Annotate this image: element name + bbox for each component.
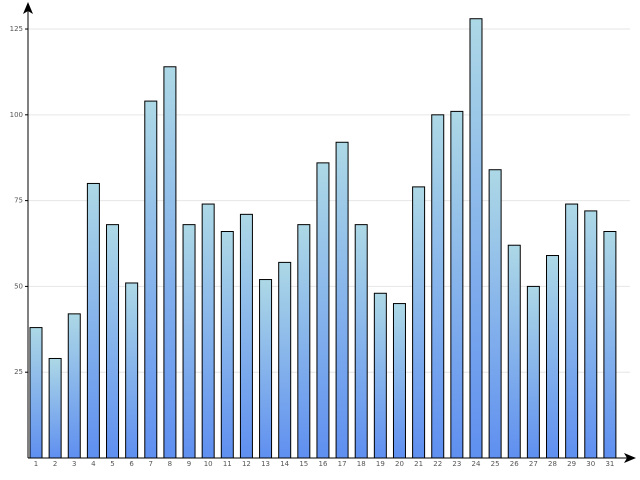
bar bbox=[239, 213, 253, 459]
bar bbox=[373, 292, 387, 459]
bar bbox=[488, 169, 502, 459]
x-tick-label: 11 bbox=[223, 460, 232, 468]
bar bbox=[412, 186, 426, 459]
y-tick-label: 25 bbox=[14, 368, 23, 376]
x-axis-arrow bbox=[624, 453, 636, 463]
bar bbox=[163, 66, 177, 459]
y-axis-arrow bbox=[23, 2, 33, 14]
bar bbox=[546, 255, 560, 459]
bar bbox=[144, 100, 158, 459]
x-tick-label: 15 bbox=[299, 460, 308, 468]
y-tick-label: 50 bbox=[14, 282, 23, 290]
bar bbox=[392, 303, 406, 459]
x-tick-label: 26 bbox=[510, 460, 519, 468]
x-tick-label: 19 bbox=[376, 460, 385, 468]
bar bbox=[450, 110, 464, 459]
x-tick-label: 16 bbox=[318, 460, 327, 468]
bar bbox=[431, 114, 445, 459]
bar bbox=[565, 203, 579, 459]
bar bbox=[220, 231, 234, 459]
bar bbox=[48, 357, 62, 459]
y-tick-label: 100 bbox=[10, 111, 23, 119]
x-tick-label: 5 bbox=[110, 460, 114, 468]
bar bbox=[603, 231, 617, 459]
x-tick-label: 17 bbox=[338, 460, 347, 468]
y-tick-label: 75 bbox=[14, 197, 23, 205]
bar bbox=[507, 244, 521, 459]
bar bbox=[86, 182, 100, 459]
x-tick-label: 10 bbox=[204, 460, 213, 468]
x-tick-label: 22 bbox=[433, 460, 442, 468]
bar bbox=[584, 210, 598, 459]
x-tick-label: 13 bbox=[261, 460, 270, 468]
x-tick-label: 27 bbox=[529, 460, 538, 468]
bar bbox=[106, 224, 120, 459]
x-tick-label: 6 bbox=[129, 460, 134, 468]
bar bbox=[278, 261, 292, 459]
bar bbox=[297, 224, 311, 459]
bar bbox=[526, 285, 540, 459]
x-tick-label: 30 bbox=[586, 460, 595, 468]
x-tick-label: 29 bbox=[567, 460, 576, 468]
x-tick-label: 14 bbox=[280, 460, 289, 468]
x-tick-label: 21 bbox=[414, 460, 423, 468]
x-tick-label: 3 bbox=[72, 460, 76, 468]
bar bbox=[354, 224, 368, 459]
x-tick-label: 2 bbox=[53, 460, 57, 468]
x-tick-label: 23 bbox=[452, 460, 461, 468]
x-tick-label: 7 bbox=[149, 460, 153, 468]
x-tick-label: 20 bbox=[395, 460, 404, 468]
bar bbox=[259, 279, 273, 459]
bar bbox=[316, 162, 330, 459]
x-tick-label: 9 bbox=[187, 460, 191, 468]
y-tick-label: 125 bbox=[10, 25, 23, 33]
bar bbox=[182, 224, 196, 459]
x-tick-label: 24 bbox=[472, 460, 481, 468]
x-tick-label: 1 bbox=[34, 460, 38, 468]
bar bbox=[335, 141, 349, 459]
x-tick-label: 4 bbox=[91, 460, 96, 468]
x-tick-label: 8 bbox=[168, 460, 172, 468]
x-tick-label: 28 bbox=[548, 460, 557, 468]
bar bbox=[67, 313, 81, 459]
bar bbox=[201, 203, 215, 459]
x-tick-label: 18 bbox=[357, 460, 366, 468]
x-tick-label: 12 bbox=[242, 460, 251, 468]
bar bbox=[469, 18, 483, 459]
bar bbox=[29, 327, 43, 459]
bar bbox=[125, 282, 139, 459]
x-tick-label: 31 bbox=[605, 460, 614, 468]
x-tick-label: 25 bbox=[491, 460, 500, 468]
